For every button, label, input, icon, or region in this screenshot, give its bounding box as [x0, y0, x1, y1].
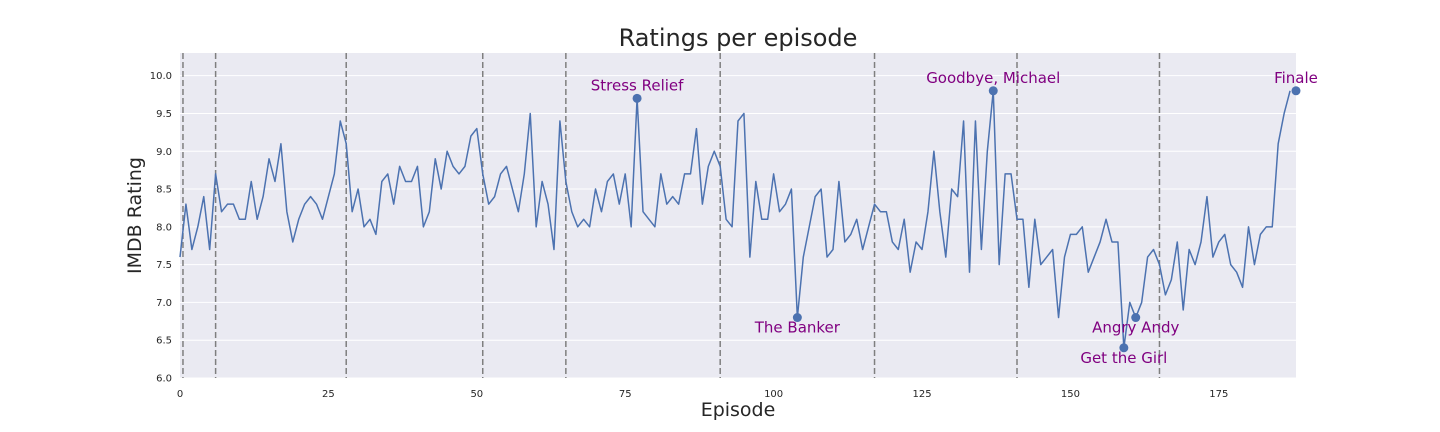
y-axis-label: IMDB Rating — [124, 157, 146, 274]
x-tick-label: 50 — [470, 389, 483, 400]
y-tick-label: 9.0 — [156, 147, 172, 158]
y-tick-label: 6.5 — [156, 336, 172, 347]
annotation-point — [632, 93, 642, 103]
y-tick-labels: 6.0 6.5 7.0 7.5 8.0 8.5 9.0 9.5 10.0 — [150, 71, 172, 384]
annotation-point — [792, 313, 802, 323]
y-tick-label: 8.5 — [156, 185, 172, 196]
y-tick-label: 7.0 — [156, 298, 172, 309]
y-tick-label: 9.5 — [156, 109, 172, 120]
x-tick-label: 175 — [1209, 389, 1228, 400]
grid-lines — [180, 75, 1296, 379]
x-tick-labels: 0 25 50 75 100 125 150 175 — [177, 389, 1229, 400]
annotation-point — [988, 86, 998, 96]
x-tick-label: 75 — [619, 389, 632, 400]
season-dividers — [182, 53, 1161, 378]
annotation-point — [1291, 86, 1301, 96]
y-tick-label: 8.0 — [156, 222, 172, 233]
y-tick-label: 10.0 — [150, 71, 172, 82]
annotation-label: Finale — [1274, 69, 1318, 87]
x-tick-label: 150 — [1061, 389, 1080, 400]
annotation-label: Angry Andy — [1092, 319, 1179, 337]
x-tick-label: 100 — [764, 389, 783, 400]
annotation-label: The Banker — [754, 319, 841, 337]
annotation-point — [1131, 313, 1141, 323]
plot-background — [180, 53, 1296, 378]
series-line — [179, 90, 1291, 349]
annotation-label: Stress Relief — [591, 76, 684, 94]
y-tick-label: 7.5 — [156, 260, 172, 271]
x-tick-label: 25 — [322, 389, 335, 400]
series-layer — [179, 90, 1291, 349]
x-axis-label: Episode — [701, 399, 776, 421]
x-tick-label: 0 — [177, 389, 183, 400]
x-tick-label: 125 — [912, 389, 931, 400]
annotation-label: Goodbye, Michael — [926, 69, 1060, 87]
annotation-point — [1119, 343, 1129, 353]
annotation-label: Get the Girl — [1080, 349, 1167, 367]
chart-title: Ratings per episode — [619, 24, 858, 52]
y-tick-label: 6.0 — [156, 374, 172, 385]
annotation-layer: Stress Relief The Banker Goodbye, Michael G… — [591, 69, 1318, 367]
